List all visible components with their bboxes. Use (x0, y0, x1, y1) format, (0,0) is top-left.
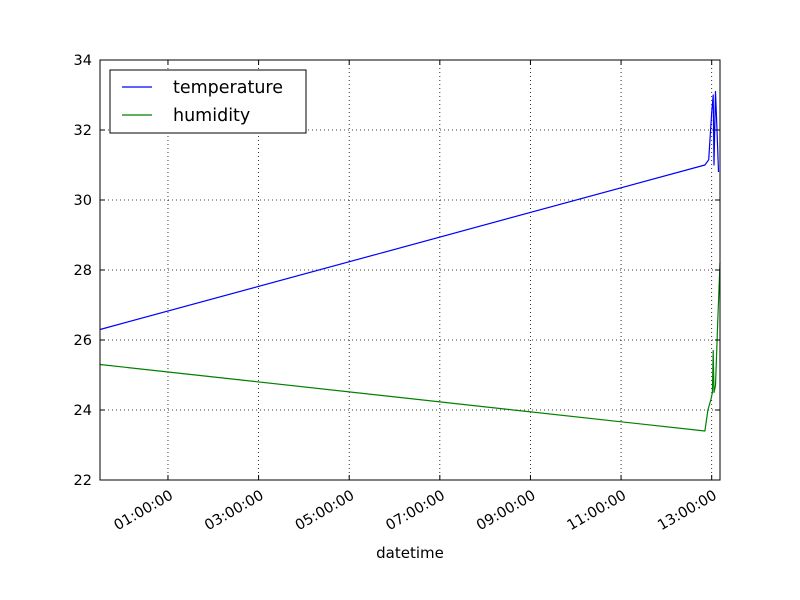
x-tick-label: 11:00:00 (565, 488, 629, 534)
y-tick-label: 28 (74, 263, 92, 279)
y-tick-label: 32 (74, 123, 92, 139)
x-tick-label: 13:00:00 (655, 488, 719, 534)
series-lines (99, 90, 721, 432)
x-axis-label: datetime (376, 544, 444, 562)
grid (100, 60, 720, 480)
x-tick-label: 03:00:00 (202, 488, 266, 534)
y-tick-label: 26 (74, 333, 92, 349)
x-tick-label: 09:00:00 (474, 488, 538, 534)
legend: temperature humidity (109, 69, 307, 134)
legend-box (109, 69, 307, 134)
y-tick-label: 22 (74, 473, 92, 489)
series-line-temperature (99, 90, 720, 331)
y-tick-label: 30 (74, 193, 92, 209)
x-tick-label: 07:00:00 (383, 488, 447, 534)
x-tick-label: 05:00:00 (293, 488, 357, 534)
legend-label-humidity: humidity (173, 106, 250, 126)
y-tick-label: 34 (74, 53, 92, 69)
series-line-humidity (99, 262, 721, 432)
x-tick-label: 01:00:00 (112, 488, 176, 534)
legend-label-temperature: temperature (173, 78, 283, 98)
y-tick-label: 24 (74, 403, 92, 419)
